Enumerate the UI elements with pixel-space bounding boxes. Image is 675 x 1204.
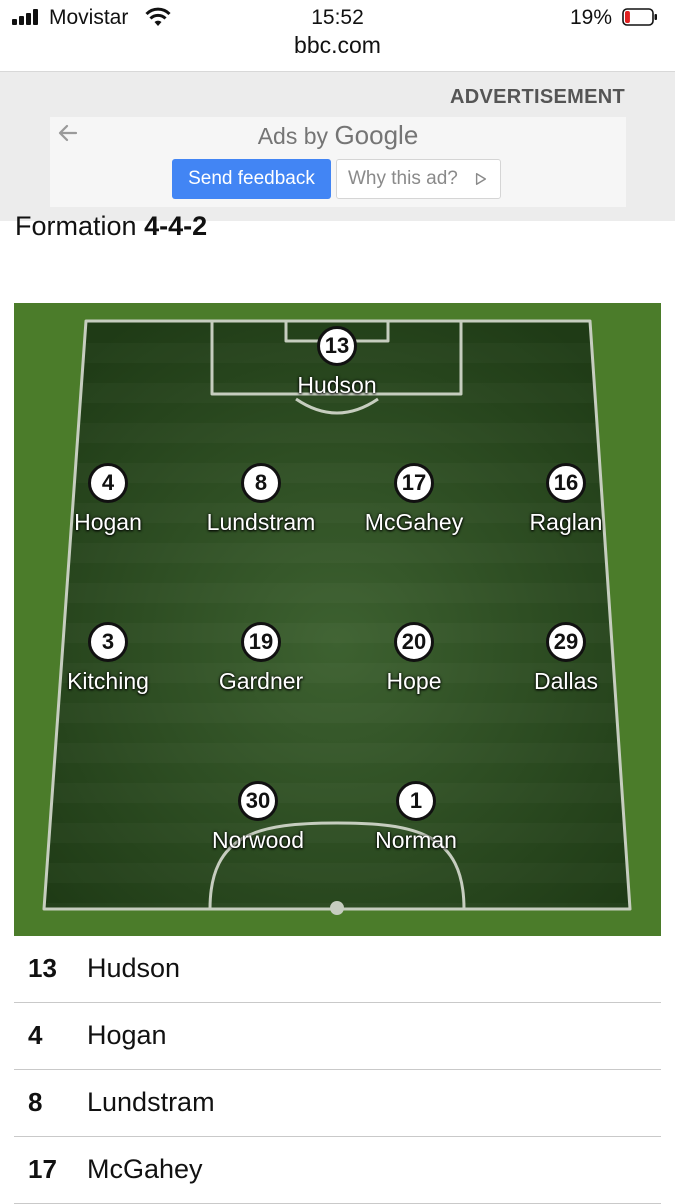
why-this-ad-label: Why this ad? — [348, 168, 458, 189]
lineup-number: 17 — [28, 1154, 57, 1184]
url-bar[interactable]: bbc.com — [294, 32, 381, 58]
player-marker[interactable]: 20 Hope — [329, 622, 499, 695]
ads-by-google: Ads by Google — [50, 120, 626, 151]
formation-label: Formation — [15, 211, 137, 241]
ad-box: Ads by Google Send feedback Why this ad? — [50, 117, 626, 207]
pitch: 13 Hudson 4 Hogan 8 Lundstram 17 McGahey… — [14, 303, 661, 936]
pitch-field — [42, 319, 632, 915]
player-marker[interactable]: 1 Norman — [331, 781, 501, 854]
player-marker[interactable]: 16 Raglan — [481, 463, 651, 536]
lineup-player-name: Lundstram — [87, 1087, 215, 1117]
lineup-player-name: Hudson — [87, 953, 181, 983]
lineup-player-name: Hogan — [87, 1020, 167, 1050]
player-name: Kitching — [67, 668, 149, 694]
lineup-row[interactable]: 13 Hudson — [14, 936, 661, 1003]
player-marker[interactable]: 4 Hogan — [23, 463, 193, 536]
wifi-icon — [145, 7, 171, 26]
carrier-name: Movistar — [49, 6, 129, 29]
lineup-number: 8 — [28, 1087, 43, 1117]
lineup-number: 4 — [28, 1020, 43, 1050]
player-number: 4 — [88, 463, 128, 503]
player-number: 8 — [241, 463, 281, 503]
player-marker[interactable]: 29 Dallas — [481, 622, 651, 695]
advertisement-label: ADVERTISEMENT — [449, 86, 625, 108]
lineup-row[interactable]: 17 McGahey — [14, 1137, 661, 1204]
lineup-row[interactable]: 8 Lundstram — [14, 1070, 661, 1137]
lineup-player-name: McGahey — [87, 1154, 203, 1184]
player-name: Dallas — [534, 668, 598, 694]
player-number: 3 — [88, 622, 128, 662]
player-number: 30 — [238, 781, 278, 821]
player-name: McGahey — [364, 509, 464, 535]
browser-divider — [0, 71, 675, 72]
player-marker[interactable]: 13 Hudson — [252, 326, 422, 399]
player-name: Hudson — [297, 372, 377, 398]
player-number: 29 — [546, 622, 586, 662]
cellular-signal-icon — [12, 9, 42, 25]
player-number: 19 — [241, 622, 281, 662]
battery-icon — [622, 8, 657, 26]
send-feedback-button[interactable]: Send feedback — [172, 159, 331, 199]
player-marker[interactable]: 19 Gardner — [176, 622, 346, 695]
player-marker[interactable]: 3 Kitching — [23, 622, 193, 695]
player-marker[interactable]: 17 McGahey — [329, 463, 499, 536]
player-number: 17 — [394, 463, 434, 503]
player-name: Hogan — [74, 509, 142, 535]
status-bar: Movistar 15:52 19% — [0, 0, 675, 40]
player-number: 13 — [317, 326, 357, 366]
battery-percentage: 19% — [570, 6, 613, 29]
lineup-number: 13 — [28, 953, 57, 983]
google-brand: Google — [334, 120, 419, 150]
formation-value: 4-4-2 — [144, 211, 208, 241]
player-marker[interactable]: 8 Lundstram — [176, 463, 346, 536]
player-name: Norwood — [211, 827, 305, 853]
player-number: 1 — [396, 781, 436, 821]
player-name: Raglan — [529, 509, 603, 535]
pitch-lines — [42, 319, 632, 911]
player-name: Gardner — [218, 668, 304, 694]
advertisement-area: ADVERTISEMENT Ads by Google Send feedbac… — [0, 72, 675, 221]
back-arrow-icon[interactable] — [56, 121, 80, 145]
lineup-row[interactable]: 4 Hogan — [14, 1003, 661, 1070]
why-this-ad-button[interactable]: Why this ad? — [336, 159, 501, 199]
ads-by-label: Ads by — [257, 123, 329, 149]
clock: 15:52 — [311, 6, 364, 29]
player-marker[interactable]: 30 Norwood — [173, 781, 343, 854]
formation-heading: Formation 4-4-2 — [15, 212, 207, 240]
player-name: Norman — [375, 827, 457, 853]
centre-spot — [330, 901, 344, 915]
lineup-list: 13 Hudson 4 Hogan 8 Lundstram 17 McGahey — [14, 936, 661, 1204]
adchoices-icon — [475, 173, 487, 185]
player-name: Hope — [386, 668, 442, 694]
player-number: 20 — [394, 622, 434, 662]
player-number: 16 — [546, 463, 586, 503]
player-name: Lundstram — [206, 509, 316, 535]
